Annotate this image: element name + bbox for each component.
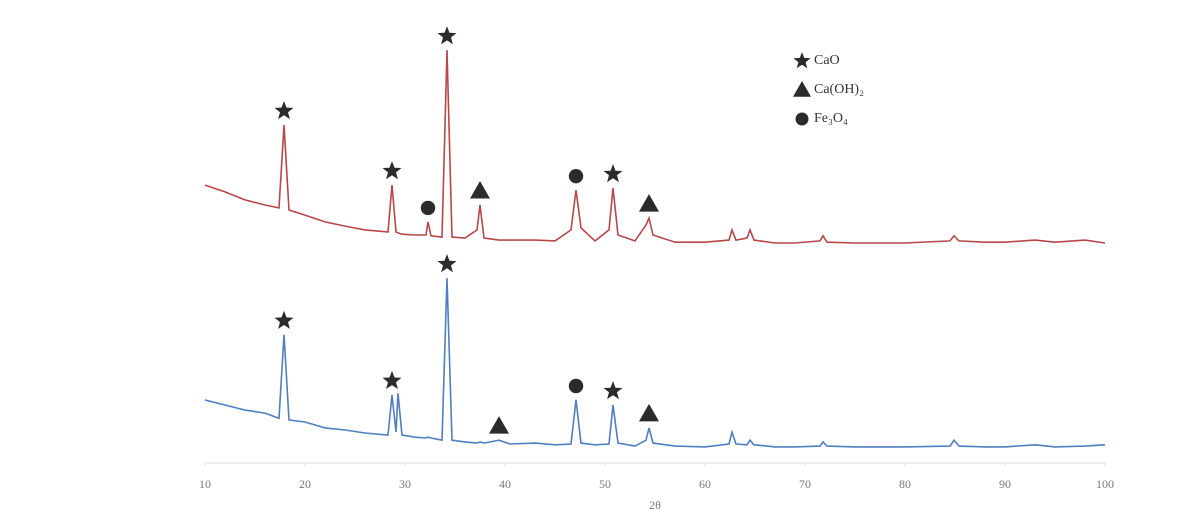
legend-label: Ca(OH)₂: [814, 82, 864, 97]
chart: 2θ 10 20 30 40 50 60 70 80 90 100 CaO Ca(OH)₂ Fe₃O₄: [0, 0, 1193, 519]
x-tick-label: 10: [199, 477, 211, 491]
x-tick-label: 70: [799, 477, 811, 491]
peak-marker: [421, 201, 435, 215]
peak-marker: [275, 101, 294, 119]
legend-symbol: [796, 113, 809, 126]
peak-marker: [383, 371, 402, 389]
peak-marker: [489, 416, 509, 434]
legend-symbol: [793, 52, 810, 68]
peak-marker: [604, 381, 623, 399]
legend-label: CaO: [814, 53, 840, 68]
legend-symbol: [793, 81, 811, 97]
peak-marker: [639, 404, 659, 422]
x-tick-label: 30: [399, 477, 411, 491]
x-tick-label: 60: [699, 477, 711, 491]
x-tick-label: 40: [499, 477, 511, 491]
peak-marker: [438, 26, 457, 44]
peak-marker: [438, 254, 457, 272]
line-series: [205, 278, 1105, 447]
peak-marker: [604, 164, 623, 182]
peak-marker: [383, 161, 402, 179]
x-tick-label: 80: [899, 477, 911, 491]
legend-label: Fe₃O₄: [814, 111, 848, 126]
line-series: [205, 50, 1105, 243]
x-axis-label: 2θ: [649, 498, 661, 512]
x-tick-label: 50: [599, 477, 611, 491]
peak-marker: [569, 169, 583, 183]
x-tick-label: 100: [1096, 477, 1114, 491]
x-tick-label: 20: [299, 477, 311, 491]
x-tick-label: 90: [999, 477, 1011, 491]
peak-marker: [470, 181, 490, 199]
peak-marker: [569, 379, 583, 393]
peak-marker: [639, 194, 659, 212]
peak-marker: [275, 311, 294, 329]
